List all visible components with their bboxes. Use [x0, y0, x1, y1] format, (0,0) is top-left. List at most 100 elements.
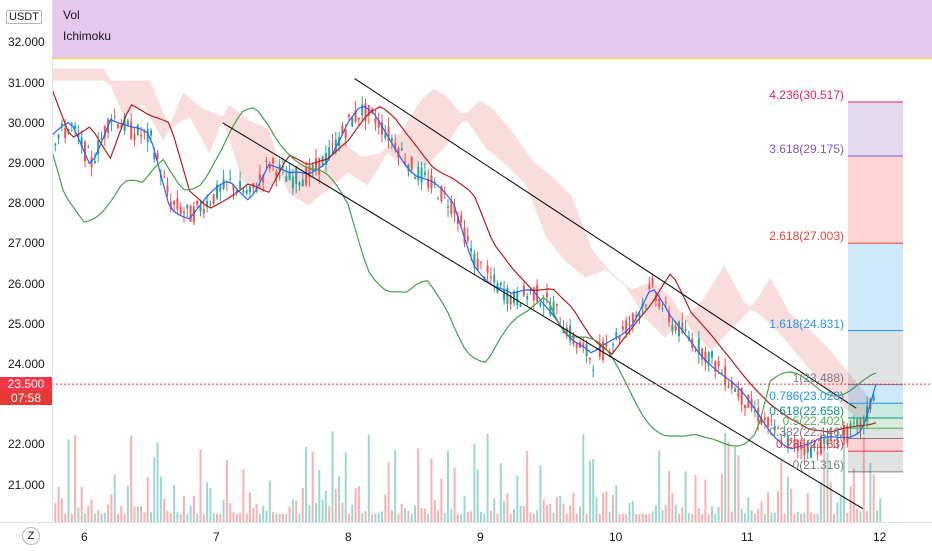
- volume-bar: [707, 513, 710, 522]
- y-tick-label: 31.000: [8, 75, 45, 90]
- volume-bar: [242, 469, 245, 522]
- volume-bar: [763, 514, 766, 522]
- x-tick-label: 6: [81, 530, 88, 544]
- candle-body: [664, 301, 667, 303]
- price-axis[interactable]: [0, 0, 53, 522]
- volume-bar: [192, 495, 195, 522]
- volume-bar: [222, 500, 225, 522]
- candle-body: [140, 134, 143, 137]
- candle-body: [813, 443, 816, 448]
- candle-body: [212, 194, 215, 204]
- volume-bar: [285, 513, 288, 522]
- volume-bar: [107, 504, 110, 522]
- volume-bar: [641, 513, 644, 522]
- volume-bar: [638, 513, 641, 522]
- y-tick-label: 30.000: [8, 115, 45, 130]
- candle-body: [440, 186, 443, 202]
- volume-bar: [489, 510, 492, 522]
- candle-body: [727, 385, 730, 388]
- candle-body: [150, 130, 152, 136]
- volume-bar: [711, 506, 713, 522]
- volume-bar: [810, 512, 812, 522]
- candle-body: [704, 351, 707, 363]
- candle-body: [793, 439, 796, 449]
- volume-bar: [542, 499, 545, 522]
- candle-body: [232, 184, 235, 191]
- candle-body: [631, 313, 634, 323]
- candle-body: [258, 174, 261, 180]
- candle-body: [526, 295, 529, 300]
- candle-body: [183, 211, 185, 214]
- candle-body: [176, 198, 179, 210]
- volume-bar: [216, 513, 218, 522]
- candle-body: [770, 420, 773, 422]
- candle-body: [763, 417, 766, 421]
- volume-bar: [321, 499, 324, 522]
- volume-bar: [513, 509, 515, 522]
- candle-body: [549, 305, 552, 315]
- volume-bar: [245, 513, 248, 522]
- candle-body: [136, 125, 139, 135]
- fib-level-label: 0(21.316): [792, 457, 844, 472]
- volume-bar: [414, 505, 416, 522]
- candle-body: [671, 325, 674, 332]
- candle-body: [856, 419, 859, 427]
- reset-zoom-button[interactable]: Z: [22, 527, 40, 545]
- volume-bar: [278, 513, 281, 522]
- volume-bar: [645, 513, 647, 522]
- candle-body: [493, 274, 496, 283]
- candle-body: [90, 157, 93, 168]
- volume-bar: [377, 512, 380, 522]
- volume-bar: [526, 450, 529, 522]
- volume-bar: [189, 505, 192, 522]
- legend-ichimoku[interactable]: Ichimoku: [63, 29, 112, 43]
- fib-level-label: 3.618(29.175): [769, 141, 844, 156]
- candle-body: [311, 164, 314, 171]
- volume-bar: [876, 510, 878, 522]
- volume-bar: [516, 475, 519, 522]
- candle-body: [166, 185, 169, 193]
- candle-body: [773, 425, 776, 431]
- candle-body: [532, 287, 535, 301]
- candle-body: [249, 186, 251, 193]
- candle-body: [351, 117, 354, 127]
- candle-body: [777, 428, 779, 430]
- candle-body: [480, 261, 482, 263]
- candle-body: [423, 172, 426, 175]
- volume-bar: [701, 514, 704, 522]
- volume-bar: [668, 471, 671, 522]
- candle-body: [156, 153, 159, 159]
- candle-body: [120, 124, 123, 128]
- volume-bar: [219, 513, 222, 522]
- legend-volume[interactable]: Vol: [63, 8, 80, 22]
- volume-bar: [374, 513, 377, 522]
- volume-bar: [117, 513, 119, 522]
- candle-body: [843, 425, 845, 441]
- volume-bar: [60, 498, 63, 522]
- volume-bar: [126, 485, 129, 522]
- tenkan-line: [30, 96, 877, 450]
- volume-bar: [879, 498, 882, 522]
- candle-body: [790, 437, 793, 439]
- volume-bar: [658, 450, 661, 522]
- candle-body: [209, 204, 212, 206]
- fib-zone: [848, 330, 903, 385]
- volume-bar: [150, 512, 152, 522]
- time-axis[interactable]: [0, 522, 932, 551]
- volume-bar: [744, 513, 746, 522]
- ichimoku-cloud: [31, 68, 870, 424]
- volume-bar: [258, 513, 261, 522]
- candle-body: [371, 108, 374, 112]
- candle-body: [437, 198, 440, 200]
- volume-bar: [176, 512, 179, 522]
- candle-body: [80, 137, 83, 147]
- candle-body: [146, 128, 149, 143]
- candle-body: [245, 190, 248, 194]
- volume-bar: [87, 506, 90, 522]
- volume-bar: [747, 497, 750, 522]
- candle-body: [242, 190, 245, 193]
- candle-body: [84, 141, 86, 161]
- candle-body: [552, 302, 555, 317]
- x-tick-label: 10: [609, 530, 623, 544]
